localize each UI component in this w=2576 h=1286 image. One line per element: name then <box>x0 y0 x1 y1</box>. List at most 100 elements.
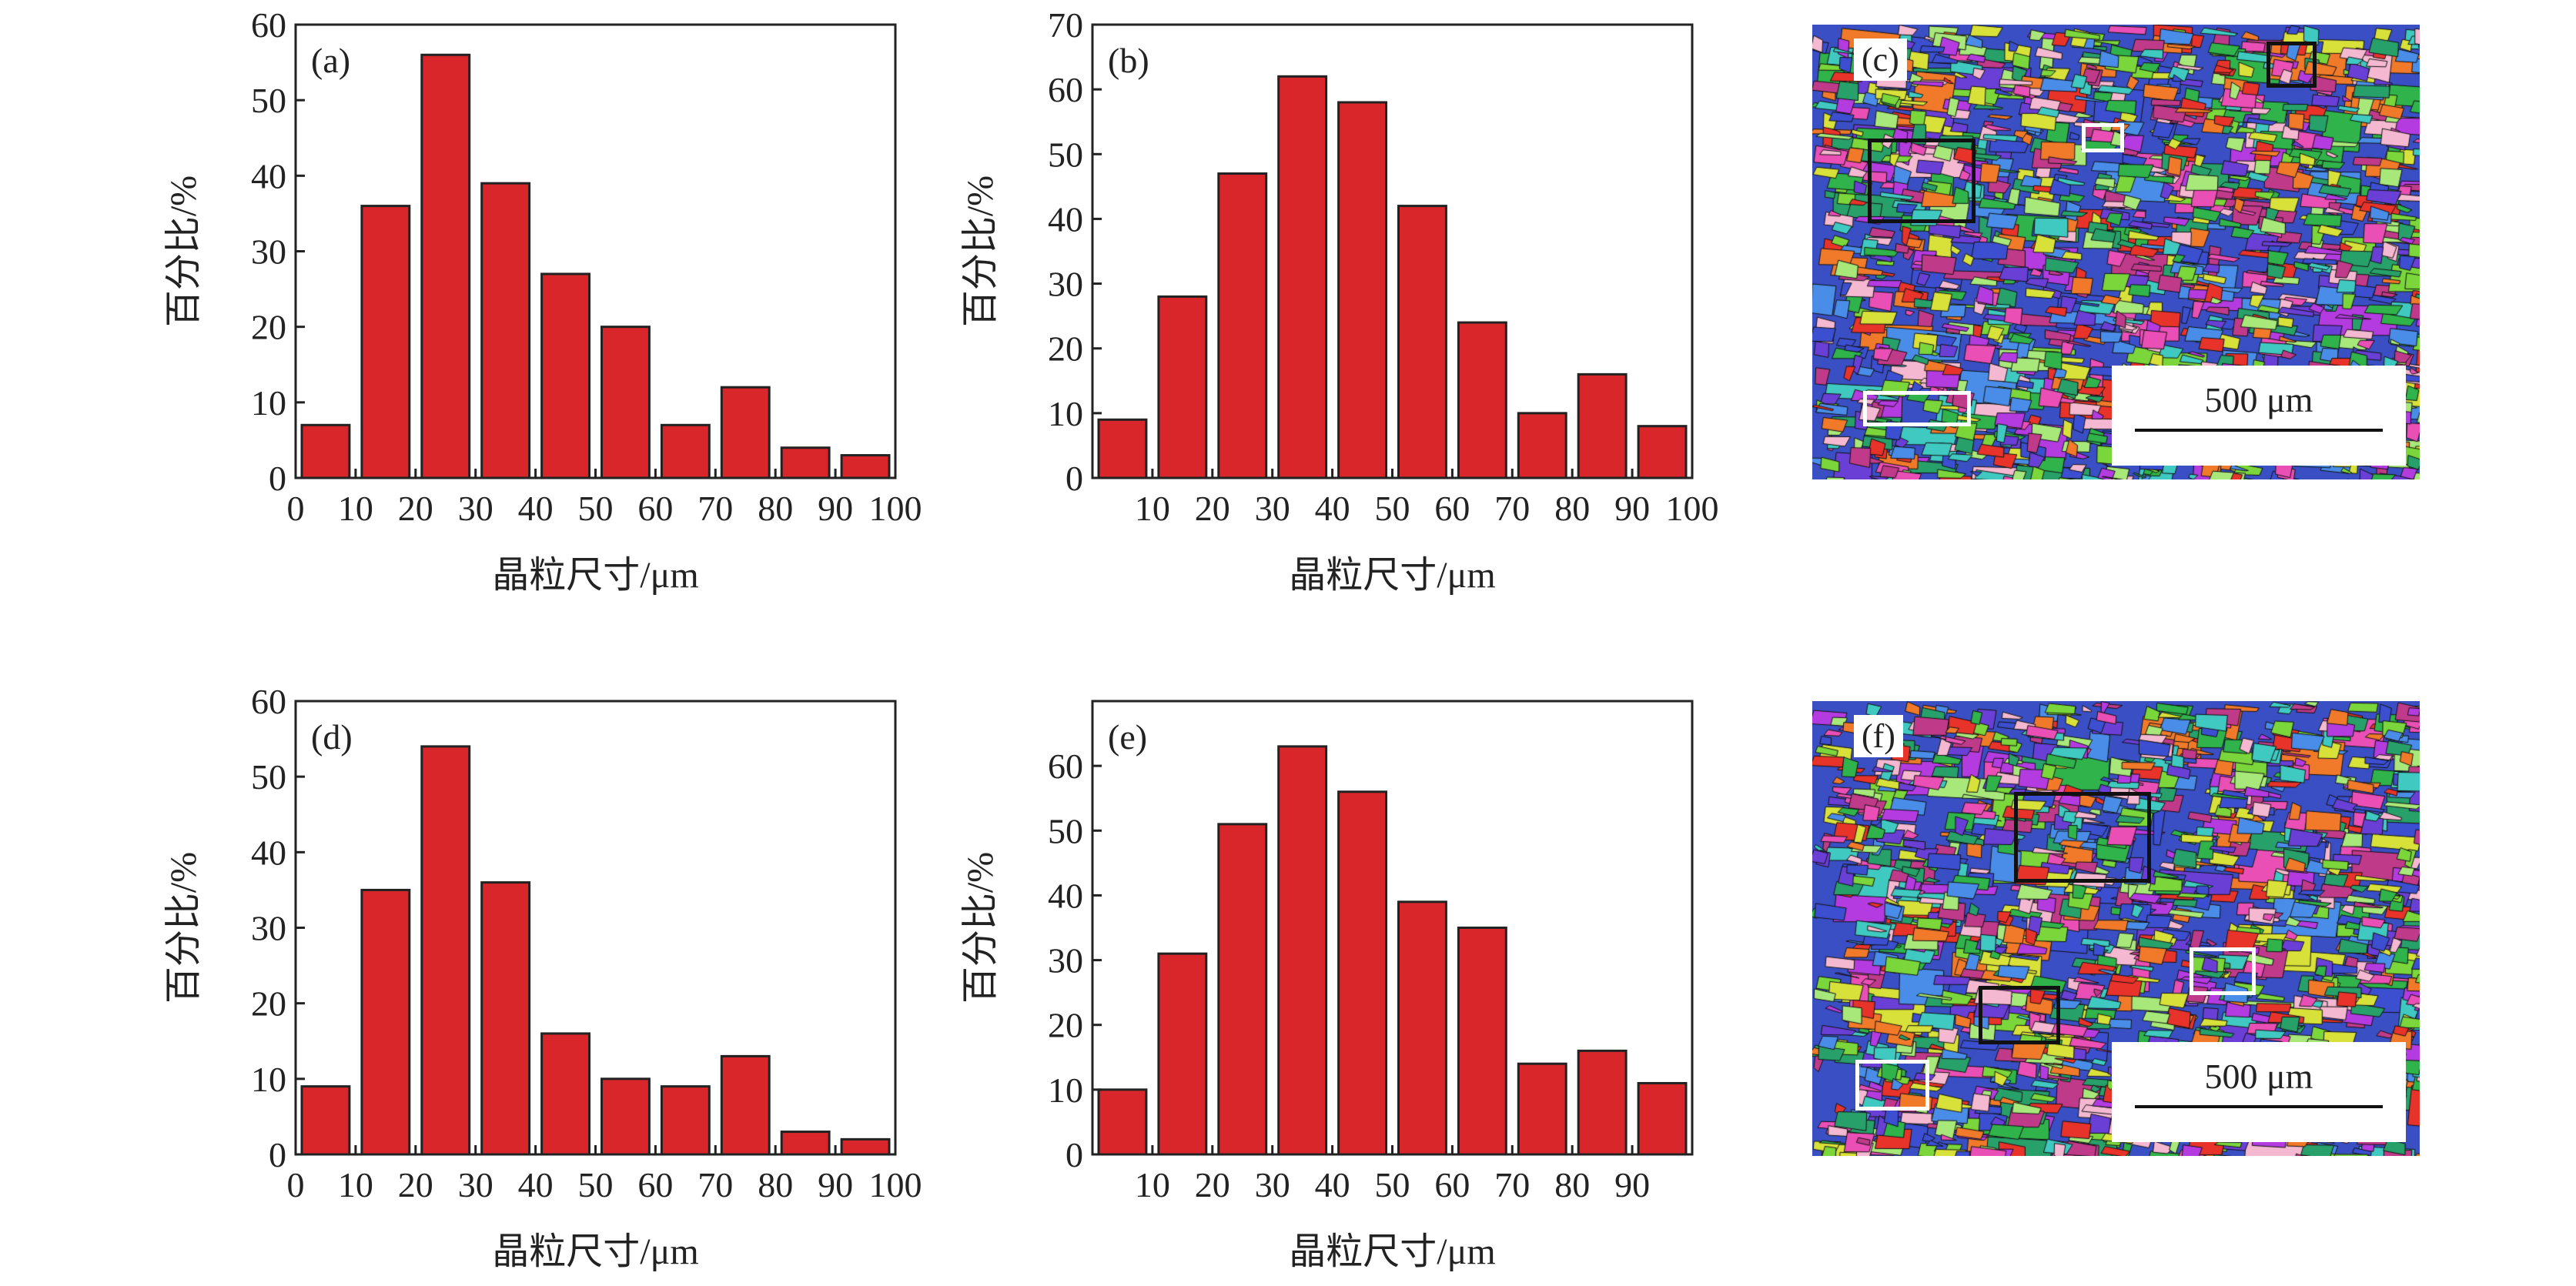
x-tick-label: 50 <box>1375 1165 1410 1204</box>
bar <box>1457 927 1507 1156</box>
bar <box>601 326 651 479</box>
x-axis-label: 晶粒尺寸/μm <box>1289 555 1495 596</box>
bar <box>1097 418 1148 479</box>
highlight-box <box>1855 1060 1929 1111</box>
bar <box>1157 952 1208 1156</box>
bar <box>601 1077 651 1156</box>
y-axis-label: 百分比/% <box>960 852 1001 1004</box>
bar <box>1337 790 1387 1156</box>
y-tick-label: 40 <box>1048 876 1083 915</box>
y-tick-label: 60 <box>251 682 286 721</box>
y-tick-label: 70 <box>1048 5 1083 45</box>
x-tick-label: 0 <box>287 489 305 528</box>
x-tick-label: 90 <box>818 1165 853 1204</box>
panel-label: (d) <box>311 717 353 757</box>
bar <box>1337 101 1387 479</box>
y-axis-label: 百分比/% <box>960 175 1001 327</box>
bar <box>540 1032 590 1156</box>
y-tick-label: 30 <box>251 909 286 948</box>
x-tick-label: 90 <box>818 489 853 528</box>
bar <box>780 446 831 479</box>
bar <box>1217 172 1268 479</box>
x-tick-label: 10 <box>338 489 373 528</box>
bar <box>660 1085 711 1156</box>
x-tick-label: 40 <box>1315 1165 1350 1204</box>
bar <box>1637 1081 1688 1156</box>
bar <box>720 1054 771 1156</box>
x-tick-label: 40 <box>518 1165 554 1204</box>
y-tick-label: 60 <box>251 5 286 45</box>
x-tick-label: 10 <box>1135 1165 1170 1204</box>
panel-label: (b) <box>1108 41 1149 80</box>
bar <box>1517 412 1567 479</box>
y-tick-label: 50 <box>251 757 286 797</box>
x-tick-label: 80 <box>1554 1165 1590 1204</box>
x-tick-label: 100 <box>869 489 922 528</box>
y-tick-label: 50 <box>251 81 286 120</box>
bar <box>1277 75 1328 479</box>
bar <box>300 423 351 479</box>
bar <box>1457 321 1507 479</box>
bar <box>480 881 531 1156</box>
x-axis-label: 晶粒尺寸/μm <box>1289 1231 1495 1272</box>
bar <box>480 182 531 479</box>
bar <box>1397 900 1447 1156</box>
scale-bar-label: 500 μm <box>2204 380 2313 419</box>
y-tick-label: 20 <box>1048 329 1083 369</box>
bar <box>1517 1062 1567 1156</box>
ebsd-map-c: (c) 500 μm <box>1812 25 2420 479</box>
x-tick-label: 80 <box>758 489 793 528</box>
x-tick-label: 30 <box>458 489 493 528</box>
bar <box>840 454 891 479</box>
y-tick-label: 0 <box>269 459 286 498</box>
bar <box>420 745 471 1156</box>
y-tick-label: 30 <box>1048 265 1083 304</box>
ebsd-map-f: (f) 500 μm <box>1812 701 2420 1156</box>
panel-label: (a) <box>311 41 350 80</box>
bar <box>720 386 771 479</box>
x-tick-label: 100 <box>1666 489 1719 528</box>
x-tick-label: 20 <box>398 489 433 528</box>
y-tick-label: 60 <box>1048 747 1083 786</box>
panel-label: (e) <box>1108 717 1147 757</box>
x-tick-label: 60 <box>1434 1165 1470 1204</box>
x-tick-label: 0 <box>287 1165 305 1204</box>
x-tick-label: 70 <box>698 489 733 528</box>
x-tick-label: 10 <box>338 1165 373 1204</box>
y-tick-label: 10 <box>1048 394 1083 433</box>
bar <box>300 1085 351 1156</box>
highlight-box <box>2082 123 2124 152</box>
x-tick-label: 30 <box>458 1165 493 1204</box>
y-tick-label: 20 <box>1048 1006 1083 1045</box>
x-tick-label: 50 <box>578 1165 614 1204</box>
bar <box>1637 425 1688 479</box>
x-tick-label: 40 <box>1315 489 1350 528</box>
x-tick-label: 70 <box>1494 489 1530 528</box>
x-tick-label: 80 <box>758 1165 793 1204</box>
x-tick-label: 80 <box>1554 489 1590 528</box>
x-tick-label: 20 <box>1195 1165 1230 1204</box>
x-tick-label: 40 <box>518 489 554 528</box>
y-tick-label: 50 <box>1048 135 1083 174</box>
x-tick-label: 60 <box>1434 489 1470 528</box>
highlight-box <box>1868 139 1975 223</box>
x-tick-label: 20 <box>1195 489 1230 528</box>
x-tick-label: 60 <box>637 1165 673 1204</box>
bar <box>660 423 711 479</box>
y-tick-label: 40 <box>251 833 286 872</box>
y-tick-label: 30 <box>1048 941 1083 980</box>
bar <box>1097 1088 1148 1156</box>
bar <box>1157 295 1208 479</box>
bar <box>1397 205 1447 479</box>
x-axis-label: 晶粒尺寸/μm <box>492 555 698 596</box>
scale-bar: 500 μm <box>2112 366 2406 466</box>
bar <box>1217 823 1268 1156</box>
y-tick-label: 60 <box>1048 70 1083 109</box>
y-tick-label: 50 <box>1048 811 1083 850</box>
scale-bar: 500 μm <box>2112 1042 2406 1142</box>
bar <box>1577 1049 1628 1156</box>
bar <box>360 888 411 1156</box>
x-tick-label: 60 <box>637 489 673 528</box>
x-tick-label: 30 <box>1255 489 1290 528</box>
